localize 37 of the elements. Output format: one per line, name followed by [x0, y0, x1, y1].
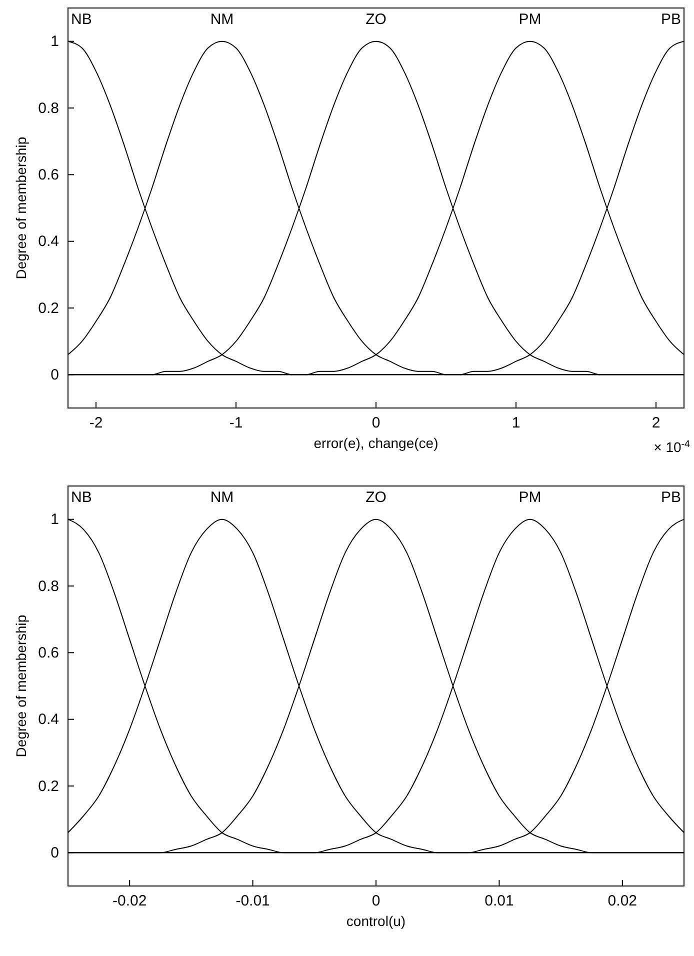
y-tick-label: 0	[50, 366, 59, 384]
x-axis-title: control(u)	[346, 913, 406, 929]
series-label: PB	[660, 489, 681, 506]
text: × 10$^{-4}$	[654, 438, 691, 455]
series-label: ZO	[366, 11, 386, 28]
y-tick-label: 0.6	[38, 644, 59, 662]
x-tick-label: -2	[89, 414, 103, 432]
series-label: PB	[660, 11, 681, 28]
y-tick-label: 0.2	[38, 300, 59, 317]
x-tick-label: 0.02	[608, 892, 637, 910]
y-tick-label: 0	[50, 844, 59, 862]
x-axis-title: error(e), change(ce)	[314, 435, 438, 451]
series-label: NB	[71, 11, 92, 28]
series-label: NB	[71, 489, 92, 506]
y-tick-label: 1	[50, 33, 59, 50]
x-tick-label: -0.02	[112, 892, 147, 910]
x-tick-label: 1	[512, 414, 520, 432]
x-tick-label: 0.01	[484, 892, 514, 910]
series-label: ZO	[366, 489, 386, 506]
y-tick-label: 0.8	[38, 100, 59, 117]
y-tick-label: 0.2	[38, 778, 59, 795]
y-tick-label: 0.4	[38, 711, 59, 728]
x-tick-label: -1	[229, 414, 243, 432]
series-label: NM	[210, 489, 234, 506]
y-tick-label: 0.4	[38, 233, 59, 250]
y-tick-label: 0.8	[38, 578, 59, 595]
y-axis-title: Degree of membership	[13, 136, 29, 280]
series-label: NM	[210, 11, 234, 28]
y-axis-title: Degree of membership	[13, 614, 29, 758]
x-tick-label: -0.01	[236, 892, 270, 910]
x-tick-label: 0	[372, 414, 380, 432]
y-tick-label: 0.6	[38, 166, 59, 184]
x-tick-label: 2	[652, 414, 660, 432]
y-tick-label: 1	[50, 511, 59, 528]
series-label: PM	[518, 489, 542, 506]
series-label: PM	[518, 11, 542, 28]
x-tick-label: 0	[372, 892, 380, 910]
